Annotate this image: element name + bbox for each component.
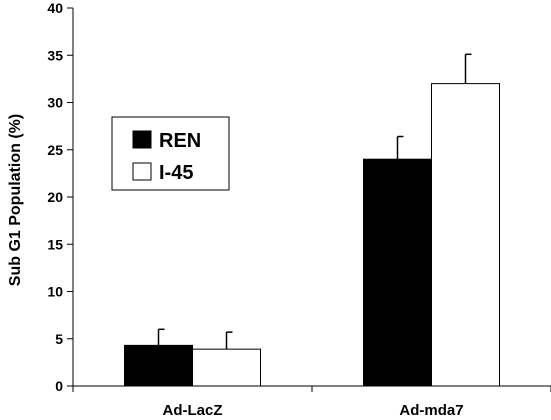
legend-swatch-ren <box>132 130 152 149</box>
legend-label-i45: I-45 <box>159 162 193 184</box>
y-ticks: 0 5 10 15 20 25 30 35 40 <box>47 0 73 394</box>
y-axis-label: Sub G1 Population (%) <box>7 114 24 286</box>
y-tick-label: 40 <box>47 0 63 16</box>
error-bars <box>157 53 472 350</box>
bars <box>124 83 500 387</box>
y-tick-label: 15 <box>47 236 63 252</box>
y-tick-label: 25 <box>47 142 63 158</box>
y-tick-label: 0 <box>55 378 63 394</box>
y-tick-label: 30 <box>47 95 63 111</box>
legend-swatch-i45 <box>132 162 152 181</box>
x-category-label: Ad-mda7 <box>399 402 463 419</box>
x-category-label: Ad-LacZ <box>163 402 223 419</box>
y-tick-label: 35 <box>47 47 63 63</box>
legend: REN I-45 <box>111 116 230 191</box>
y-tick-label: 20 <box>47 189 63 205</box>
bar <box>431 83 500 387</box>
legend-box <box>111 116 230 191</box>
y-tick-label: 10 <box>47 284 63 300</box>
bar <box>124 344 193 387</box>
x-category-labels: Ad-LacZ Ad-mda7 <box>163 402 464 419</box>
bar <box>192 348 261 387</box>
y-tick-label: 5 <box>55 331 63 347</box>
bar <box>363 158 432 387</box>
legend-label-ren: REN <box>159 130 201 152</box>
